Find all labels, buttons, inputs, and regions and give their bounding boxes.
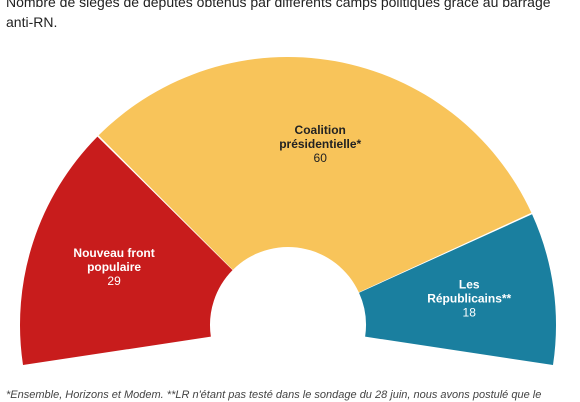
slice-nouveau-front-populaire (20, 136, 233, 366)
slices-group (20, 57, 557, 366)
slice-label-coalition-presidentielle-line-2: présidentielle* (279, 137, 361, 151)
slice-label-nouveau-front-populaire-line-2: populaire (87, 260, 141, 274)
slice-coalition-presidentielle (98, 57, 532, 293)
slice-value-coalition-presidentielle: 60 (314, 151, 328, 165)
slice-value-les-republicains: 18 (463, 306, 477, 320)
slice-label-les-republicains-line-2: Républicains** (427, 292, 511, 306)
slice-label-nouveau-front-populaire-line-1: Nouveau front (73, 246, 154, 260)
chart-subtitle: Nombre de sièges de députés obtenus par … (6, 0, 551, 30)
slice-label-les-republicains-line-1: Les (459, 278, 480, 292)
slice-les-republicains (359, 214, 557, 366)
slice-label-coalition-presidentielle-line-1: Coalition (295, 123, 346, 137)
slice-value-nouveau-front-populaire: 29 (107, 274, 121, 288)
chart-footnote: *Ensemble, Horizons et Modem. **LR n'éta… (6, 389, 542, 401)
